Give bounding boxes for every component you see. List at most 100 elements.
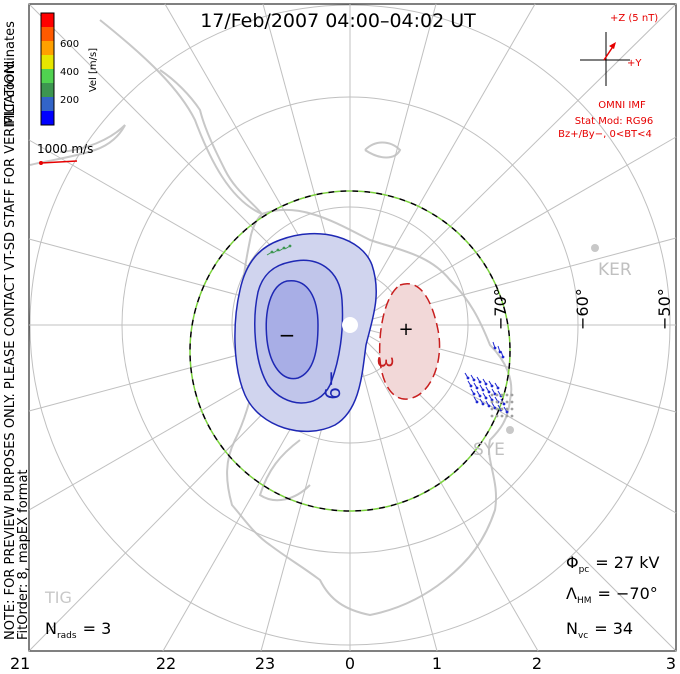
mlt-tick-0: 0	[345, 654, 355, 673]
velocity-vector	[464, 372, 469, 379]
velocity-vector	[479, 398, 484, 405]
velocity-vector-base	[510, 407, 514, 411]
color-bar-segment	[41, 27, 54, 42]
negative-convection-cell: − −9	[234, 232, 377, 433]
velocity-vector	[500, 350, 504, 358]
island-coast	[364, 141, 402, 159]
station-sye-marker	[506, 426, 514, 434]
velocity-vector	[476, 390, 481, 397]
velocity-vector-base	[500, 393, 504, 397]
imf-y-label: +Y	[627, 58, 642, 69]
velocity-vector	[497, 404, 502, 411]
velocity-vector	[278, 247, 285, 252]
velocity-vector	[272, 249, 279, 254]
velocity-vector	[491, 402, 496, 409]
imf-omni-label: OMNI IMF	[598, 100, 646, 111]
station-tig-label: TIG	[44, 588, 72, 607]
color-bar-segment	[41, 13, 54, 28]
velocity-vector	[485, 400, 490, 407]
ice-shelf-coast	[258, 439, 311, 502]
pos-cell-outer	[378, 282, 441, 400]
velocity-vector-base	[500, 400, 504, 404]
velocity-vector	[503, 406, 508, 413]
imf-indicator: +Z (5 nT) +Y OMNI IMF Stat Mod: RG96 Bz+…	[558, 13, 658, 140]
hmb-circle-green	[189, 190, 511, 512]
south-america-coast	[29, 124, 126, 166]
coordinates-note: MLT coordinates	[3, 21, 18, 126]
velocity-vector	[488, 394, 493, 401]
velocity-vector	[266, 251, 273, 256]
velocity-vector-base	[495, 400, 499, 404]
velocity-vector-base	[495, 414, 499, 418]
velocity-vector-base	[505, 400, 509, 404]
velocity-vector	[482, 378, 487, 385]
velocity-vector	[488, 380, 493, 387]
color-bar	[41, 13, 54, 126]
velocity-vector	[497, 390, 502, 397]
station-ker-marker	[591, 244, 599, 252]
velocity-vector-base	[495, 407, 499, 411]
side-notes: MLT coordinates NOTE: FOR PREVIEW PURPOS…	[3, 21, 31, 640]
mlt-tick-23: 23	[255, 654, 275, 673]
imf-vector-head	[609, 42, 616, 49]
map-title: 17/Feb/2007 04:00–04:02 UT	[200, 10, 476, 32]
velocity-vector-base	[505, 393, 509, 397]
velocity-vector	[467, 380, 472, 387]
color-bar-segment	[41, 111, 54, 126]
latitude-labels: −70° −60° −50°	[491, 288, 674, 330]
scale-tick-600: 600	[60, 39, 79, 50]
velocity-vector-base	[490, 400, 494, 404]
positive-convection-cell: + 3	[373, 282, 441, 400]
velocity-vector	[476, 376, 481, 383]
velocity-vector-base	[490, 393, 494, 397]
preview-note: NOTE: FOR PREVIEW PURPOSES ONLY. PLEASE …	[3, 60, 18, 640]
velocity-vector	[482, 392, 487, 399]
station-ker-label: KER	[598, 260, 632, 280]
velocity-vector-base	[505, 414, 509, 418]
velocity-vector	[492, 341, 496, 349]
mlt-tick-22: 22	[156, 654, 176, 673]
mlt-axis: 21 22 23 0 1 2 3	[10, 654, 676, 673]
velocity-vector	[485, 386, 490, 393]
mlt-tick-2: 2	[532, 654, 542, 673]
velocity-vector-base	[490, 414, 494, 418]
meridian-1-13	[349, 324, 438, 652]
meridian-9-21	[349, 3, 677, 326]
color-bar-segment	[41, 69, 54, 84]
velocity-vector	[497, 345, 501, 353]
velocity-vector	[470, 388, 475, 395]
velocity-vectors	[266, 244, 514, 418]
heppner-maynard-boundary	[189, 190, 511, 512]
velocity-vector	[284, 245, 291, 250]
imf-condition-label: Bz+/By−, 0<BT<4	[558, 129, 652, 140]
velocity-vector	[473, 382, 478, 389]
lat-label-50: −50°	[655, 288, 674, 330]
color-bar-outline	[40, 12, 55, 126]
lat-label-60: −60°	[573, 288, 592, 330]
neg-cell-inner	[265, 280, 319, 380]
pos-contour-label: 3	[373, 356, 397, 369]
pole-marker	[342, 317, 358, 333]
plot-frame	[28, 3, 677, 652]
reference-vector-label: 1000 m/s	[37, 142, 93, 156]
imf-model-label: Stat Mod: RG96	[575, 116, 654, 127]
imf-z-label: +Z (5 nT)	[610, 13, 658, 24]
peninsula-coast	[159, 69, 263, 215]
velocity-vector-base	[510, 393, 514, 397]
mlt-tick-21: 21	[10, 654, 30, 673]
radar-count: Nrads = 3	[45, 619, 111, 641]
velocity-color-scale: 600 400 200 Vel [m/s]	[40, 12, 99, 126]
velocity-vector-base	[500, 407, 504, 411]
color-bar-segment	[41, 41, 54, 56]
velocity-vector-base	[500, 414, 504, 418]
fit-statistics: Φpc = 27 kV ΛHM = −70° Nvc = 34 Nrads = 3	[45, 553, 659, 641]
velocity-vector	[470, 374, 475, 381]
velocity-vector-base	[510, 400, 514, 404]
station-ker: KER	[591, 244, 632, 280]
mlt-tick-1: 1	[432, 654, 442, 673]
scale-title: Vel [m/s]	[88, 48, 99, 92]
vector-count: Nvc = 34	[566, 619, 633, 641]
meridian-2-14	[349, 324, 539, 652]
meridian-10-22	[349, 3, 536, 326]
